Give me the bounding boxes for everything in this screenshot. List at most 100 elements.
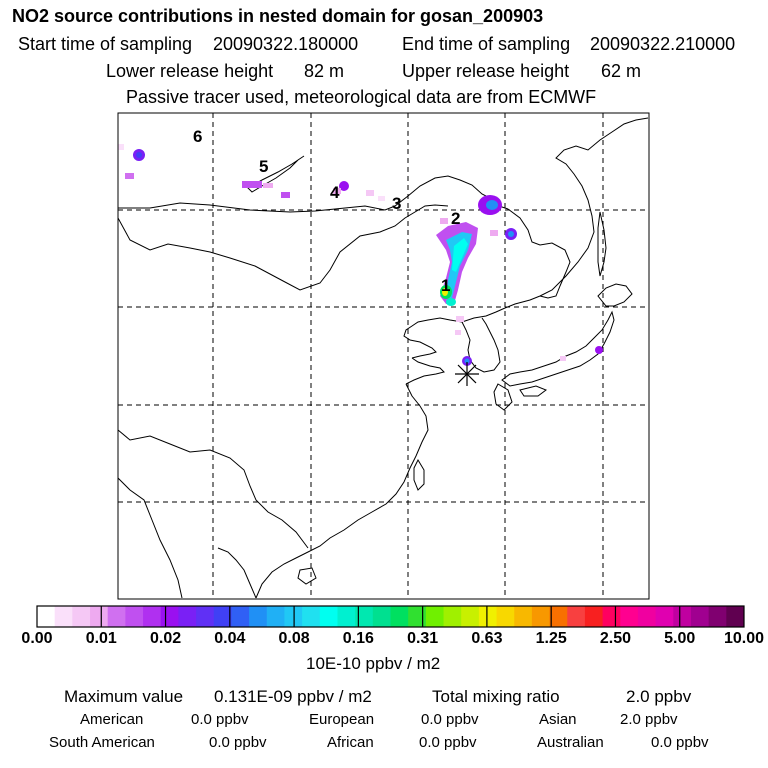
colorbar-cell [302,606,321,627]
coastline [501,310,615,387]
colorbar-cell [602,606,621,627]
colorbar-tick-label: 10.00 [723,630,764,647]
trajectory-marker-4: 4 [330,183,340,202]
plume-blob [242,181,262,188]
region-value: 0.0 ppbv [651,734,709,751]
coastline [519,385,548,397]
coastline [413,458,425,491]
total-mixing-label: Total mixing ratio [432,687,560,706]
receptor-marker [455,362,479,386]
coastline [403,317,463,359]
trajectory-marker-2: 2 [451,209,461,228]
colorbar-cell [337,606,356,627]
coastline [255,383,429,599]
colorbar-cell [567,606,586,627]
colorbar-cell [107,606,126,627]
coastline [118,204,449,291]
colorbar-tick-label: 0.01 [85,630,117,647]
coastline [597,211,607,277]
colorbar-cell [249,606,268,627]
region-value: 0.0 ppbv [419,734,477,751]
plume-blob [508,231,514,237]
colorbar-tick-label: 0.63 [471,630,503,647]
colorbar-cell [514,606,533,627]
plume-blob [486,200,498,210]
colorbar-cell [143,606,162,627]
lower-height-label: Lower release height [106,61,274,81]
colorbar-cell [531,606,551,627]
colorbar-tick-label: 1.25 [535,630,567,647]
end-time-label: End time of sampling [402,34,571,54]
colorbar-cell [443,606,462,627]
region-name: Asian [539,711,577,728]
colorbar-cell [37,606,56,627]
plume-blob [339,181,349,191]
total-mixing-value: 2.0 ppbv [626,687,692,706]
map-frame [117,112,650,600]
plume-blob [378,196,385,201]
colorbar-cell [355,606,374,627]
colorbar-cell [125,606,144,627]
colorbar-cell [496,606,515,627]
colorbar-tick-label: 0.00 [21,630,53,647]
colorbar-cell [408,606,427,627]
colorbar-cell [266,606,285,627]
region-value: 0.0 ppbv [191,711,249,728]
coastline [507,208,571,299]
colorbar-cell [584,606,604,627]
coastline [461,295,541,323]
colorbar-units: 10E-10 ppbv / m2 [306,654,441,673]
region-name: European [309,711,375,728]
max-value-label: Maximum value [64,687,184,706]
trajectory-marker-3: 3 [392,194,402,213]
trajectory-marker-1: 1 [441,276,451,295]
start-time-label: Start time of sampling [18,34,193,54]
coastline [118,429,309,549]
plume-blob [118,144,124,150]
plume-blob [440,218,448,224]
colorbar-tick-label: 0.08 [278,630,310,647]
colorbar-cell [178,606,197,627]
colorbar-tick-label: 0.31 [407,630,439,647]
region-value: 0.0 ppbv [421,711,479,728]
colorbar-cell [319,606,338,627]
colorbar-tick-label: 5.00 [664,630,696,647]
upper-height-label: Upper release height [402,61,570,81]
plume-blob [442,288,448,296]
plume-blob [595,346,603,354]
colorbar-cell [425,606,445,627]
colorbar-cell [549,606,568,627]
coastline [493,383,513,411]
max-value: 0.131E-09 ppbv / m2 [214,687,372,706]
colorbar-cell [196,606,215,627]
colorbar-cell [372,606,391,627]
plume-blob [455,330,461,335]
coastline [539,117,649,297]
region-name: Australian [537,734,604,751]
plume-blob [456,316,464,322]
colorbar-tick-label: 0.02 [149,630,182,647]
colorbar-cell [655,606,674,627]
colorbar-cell [478,606,498,627]
plume-blob [464,358,470,364]
plume-field [118,144,603,366]
upper-height-value: 62 m [601,61,642,81]
plume-blob [366,190,374,196]
colorbar-cell [461,606,480,627]
region-name: South American [49,734,155,751]
colorbar-cell [726,606,745,627]
start-time-value: 20090322.180000 [213,34,359,54]
trajectory-marker-5: 5 [259,157,269,176]
colorbar-cell [690,606,710,627]
colorbar-cell [160,606,179,627]
colorbar-frame [36,605,745,628]
colorbar-cell [72,606,91,627]
colorbar-tick-label: 0.04 [214,630,246,647]
colorbar-cell [673,606,692,627]
end-time-value: 20090322.210000 [590,34,736,54]
colorbar-tick-label: 0.16 [342,630,374,647]
plume-blob [446,298,456,306]
plume-blob [560,356,566,361]
